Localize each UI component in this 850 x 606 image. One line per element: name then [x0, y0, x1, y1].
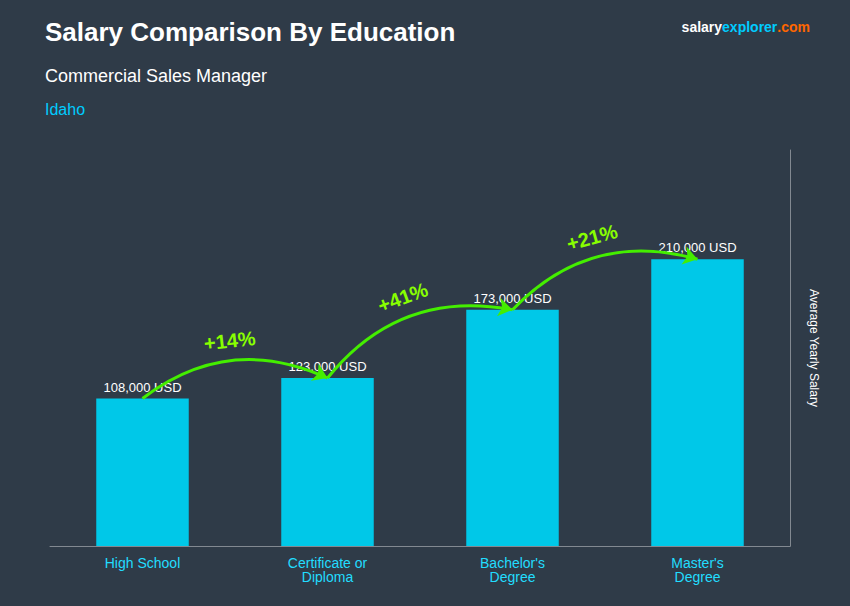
svg-text:123,000 USD: 123,000 USD: [288, 359, 367, 374]
svg-text:Diploma: Diploma: [302, 569, 354, 585]
svg-text:High School: High School: [105, 555, 181, 571]
svg-text:Degree: Degree: [490, 569, 536, 585]
svg-text:+41%: +41%: [375, 278, 431, 317]
svg-text:Idaho: Idaho: [45, 101, 85, 118]
svg-text:108,000 USD: 108,000 USD: [103, 379, 182, 395]
svg-text:.com: .com: [777, 19, 810, 35]
svg-text:+21%: +21%: [564, 220, 620, 255]
svg-text:Commercial Sales Manager: Commercial Sales Manager: [45, 66, 267, 86]
svg-text:Degree: Degree: [675, 569, 721, 585]
svg-text:210,000 USD: 210,000 USD: [658, 240, 737, 256]
svg-text:Salary Comparison By Education: Salary Comparison By Education: [45, 17, 455, 47]
svg-text:Average Yearly Salary: Average Yearly Salary: [807, 289, 821, 407]
svg-text:Certificate or: Certificate or: [287, 555, 368, 571]
svg-text:+14%: +14%: [203, 327, 257, 355]
svg-text:explorer: explorer: [722, 19, 778, 35]
svg-text:Bachelor's: Bachelor's: [480, 555, 545, 571]
svg-text:173,000 USD: 173,000 USD: [473, 291, 551, 306]
svg-text:salary: salary: [682, 19, 723, 35]
svg-text:Master's: Master's: [671, 555, 724, 571]
